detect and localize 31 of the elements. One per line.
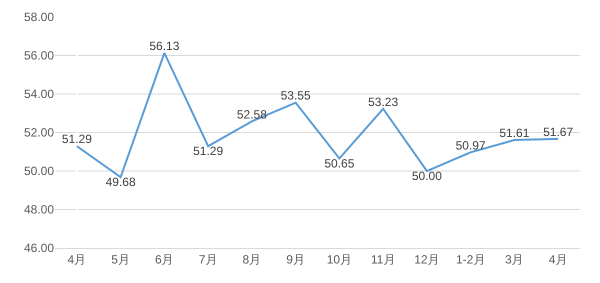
data-label: 51.29 [193,144,224,158]
x-tick-label: 3月 [505,252,524,266]
x-tick-label: 10月 [326,252,352,266]
x-tick-label: 6月 [155,252,174,266]
data-label: 50.97 [456,138,486,152]
data-label: 53.23 [368,94,398,109]
y-tick-label: 54.00 [24,87,54,102]
y-tick-label: 48.00 [24,202,54,217]
y-tick-label: 56.00 [24,48,54,63]
data-label: 52.58 [236,107,268,122]
y-tick-label: 46.00 [24,241,54,256]
data-label: 53.55 [280,88,311,103]
data-label: 50.65 [324,156,355,170]
x-tick-label: 1-2月 [456,252,486,266]
x-tick-label: 12月 [414,252,440,266]
x-tick-label: 4月 [68,252,86,266]
data-label: 50.00 [412,169,442,183]
data-label: 56.13 [149,39,180,53]
x-tick-label: 8月 [242,252,262,266]
y-tick-label: 58.00 [24,10,54,24]
data-label: 51.67 [543,124,574,139]
data-label: 51.61 [499,126,530,140]
y-tick-label: 52.00 [24,126,54,140]
x-tick-label: 11月 [370,252,396,266]
data-label: 49.68 [106,175,136,190]
x-tick-label: 4月 [548,252,568,266]
x-tick-label: 9月 [286,252,305,266]
y-tick-label: 50.00 [24,164,54,178]
data-label: 51.29 [62,132,92,146]
x-tick-label: 5月 [111,252,130,266]
x-tick-label: 7月 [198,252,218,266]
